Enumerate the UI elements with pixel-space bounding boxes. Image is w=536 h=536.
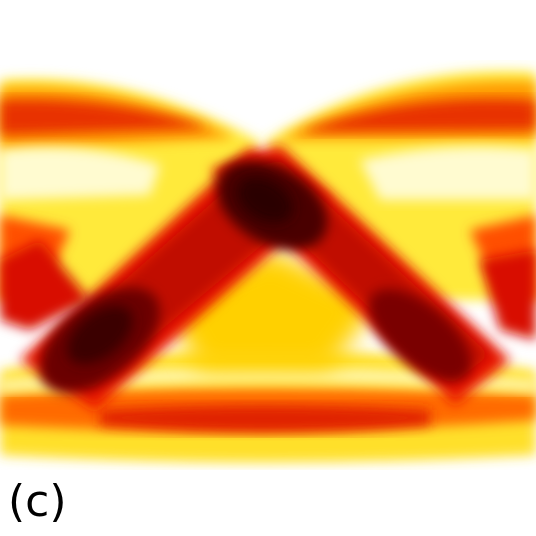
panel-label: (c) [8,476,67,527]
crossing-peak-core [237,177,293,223]
lower-left-peak-core [67,305,133,365]
upper-left-lobe [0,78,260,300]
lower-right-peak [368,288,472,382]
